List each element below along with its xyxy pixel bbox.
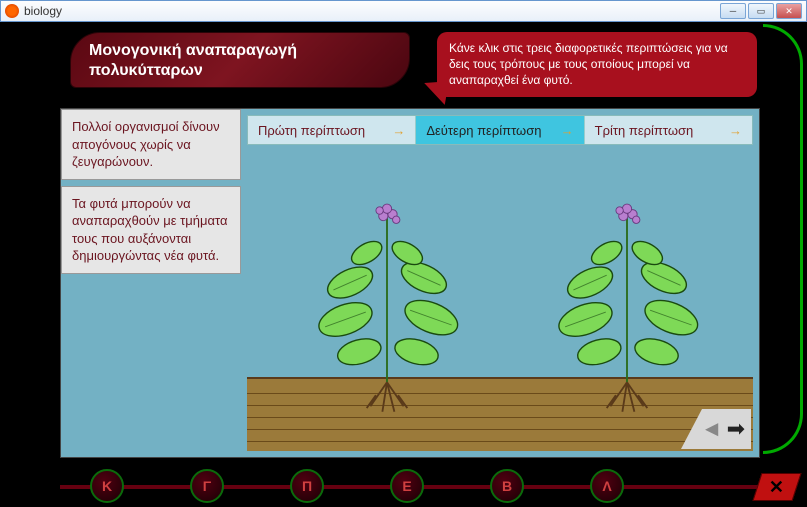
nav-prev-button[interactable]: ◄	[701, 416, 723, 442]
info-box-1: Πολλοί οργανισμοί δίνουν απογόνους χωρίς…	[61, 109, 241, 180]
bottom-nav: Κ Γ Π Ε Β Λ	[60, 475, 759, 499]
nav-next-button[interactable]: ➡	[727, 416, 745, 442]
info-box-2: Τα φυτά μπορούν να αναπαραχθούν με τμήμα…	[61, 186, 241, 274]
lesson-title-line2: πολυκύτταρων	[89, 62, 203, 79]
bottom-button-k[interactable]: Κ	[90, 469, 124, 503]
exit-button[interactable]: ✕	[752, 473, 801, 501]
window-minimize-button[interactable]: ─	[720, 3, 746, 19]
instruction-text: Κάνε κλικ στις τρεις διαφορετικές περιπτ…	[449, 41, 728, 87]
tab-label-3: Τρίτη περίπτωση	[595, 123, 694, 138]
sidebar: Πολλοί οργανισμοί δίνουν απογόνους χωρίς…	[61, 109, 241, 280]
stage: Πολλοί οργανισμοί δίνουν απογόνους χωρίς…	[60, 108, 760, 458]
app-frame: Μονογονική αναπαραγωγή πολυκύτταρων Κάνε…	[0, 22, 807, 507]
illustration-scene: ◄ ➡	[247, 151, 753, 451]
window-close-button[interactable]: ✕	[776, 3, 802, 19]
case-tabs: Πρώτη περίπτωση Δεύτερη περίπτωση Τρίτη …	[247, 115, 753, 145]
bottom-button-l[interactable]: Λ	[590, 469, 624, 503]
app-icon	[5, 4, 19, 18]
lesson-title-panel: Μονογονική αναπαραγωγή πολυκύτταρων	[70, 32, 410, 88]
window-maximize-button[interactable]: ▭	[748, 3, 774, 19]
bottom-button-g[interactable]: Γ	[190, 469, 224, 503]
tab-label-2: Δεύτερη περίπτωση	[426, 123, 541, 138]
tab-label-1: Πρώτη περίπτωση	[258, 123, 365, 138]
tab-case-2[interactable]: Δεύτερη περίπτωση	[416, 116, 584, 144]
window-titlebar: biology ─ ▭ ✕	[0, 0, 807, 22]
lesson-title-line1: Μονογονική αναπαραγωγή	[89, 42, 297, 59]
bottom-button-p[interactable]: Π	[290, 469, 324, 503]
tab-case-3[interactable]: Τρίτη περίπτωση	[585, 116, 752, 144]
plant-right	[527, 181, 727, 421]
instruction-bubble: Κάνε κλικ στις τρεις διαφορετικές περιπτ…	[437, 32, 757, 97]
bottom-button-b[interactable]: Β	[490, 469, 524, 503]
bottom-button-e[interactable]: Ε	[390, 469, 424, 503]
plant-left	[287, 181, 487, 421]
window-title: biology	[24, 4, 720, 18]
tab-case-1[interactable]: Πρώτη περίπτωση	[248, 116, 416, 144]
